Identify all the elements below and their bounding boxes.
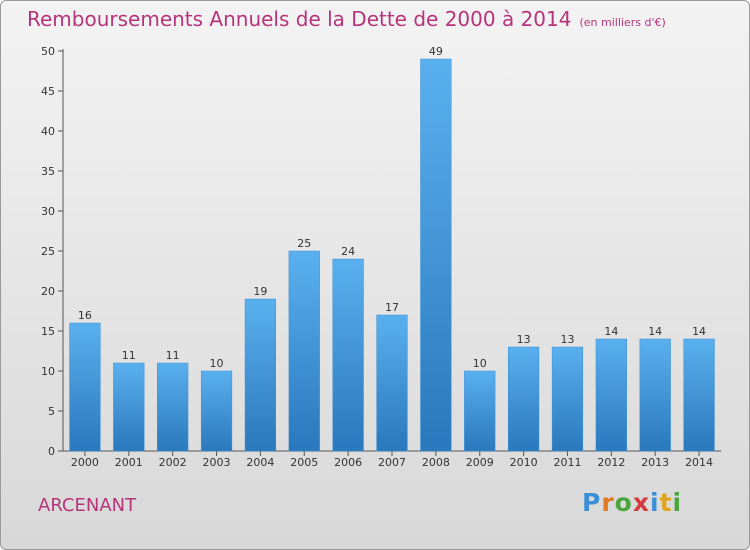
bar-value-label: 10 — [210, 357, 224, 370]
bar — [551, 346, 584, 452]
bar-value-label: 24 — [341, 245, 355, 258]
proxiti-logo: Proxiti — [582, 488, 682, 517]
bar — [683, 338, 715, 452]
y-tick-label: 25 — [41, 245, 55, 258]
x-tick-label: 2005 — [290, 456, 318, 469]
bar — [244, 298, 277, 452]
x-tick-label: 2012 — [597, 456, 625, 469]
logo-letter: i — [672, 488, 683, 517]
x-tick-label: 2010 — [510, 456, 538, 469]
y-tick-label: 20 — [41, 285, 55, 298]
y-tick-label: 30 — [41, 205, 55, 218]
x-tick-label: 2013 — [641, 456, 669, 469]
x-tick-label: 2000 — [71, 456, 99, 469]
bar — [332, 258, 364, 452]
commune-name: ARCENANT — [38, 495, 137, 516]
y-tick-label: 0 — [48, 445, 55, 458]
bar — [376, 314, 408, 452]
bar-value-label: 49 — [429, 45, 443, 58]
y-tick-label: 35 — [41, 165, 55, 178]
bar-value-label: 17 — [385, 301, 399, 314]
logo-letter: i — [650, 488, 660, 517]
bar — [507, 346, 540, 452]
logo-letter: P — [582, 488, 602, 517]
bar-value-label: 11 — [166, 349, 180, 362]
bar-value-label: 11 — [122, 349, 136, 362]
x-tick-label: 2003 — [203, 456, 231, 469]
x-tick-label: 2002 — [159, 456, 187, 469]
bar-value-label: 10 — [473, 357, 487, 370]
bar — [464, 370, 496, 452]
x-tick-label: 2007 — [378, 456, 406, 469]
x-tick-label: 2008 — [422, 456, 450, 469]
x-tick-label: 2014 — [685, 456, 713, 469]
chart-title-text: Remboursements Annuels de la Dette de 20… — [27, 7, 572, 31]
logo-letter: t — [659, 488, 673, 517]
x-tick-label: 2001 — [115, 456, 143, 469]
bar — [420, 58, 452, 452]
chart-title: Remboursements Annuels de la Dette de 20… — [27, 7, 666, 31]
x-tick-label: 2006 — [334, 456, 362, 469]
bar-value-label: 13 — [560, 333, 574, 346]
bar-value-label: 14 — [692, 325, 706, 338]
y-tick-label: 15 — [41, 325, 55, 338]
bar-value-label: 16 — [78, 309, 92, 322]
y-tick-label: 10 — [41, 365, 55, 378]
bar — [157, 362, 189, 452]
x-tick-label: 2011 — [553, 456, 581, 469]
bar-value-label: 14 — [604, 325, 618, 338]
chart-unit-note: (en milliers d'€) — [579, 16, 666, 29]
logo-letter: r — [601, 488, 615, 517]
y-tick-label: 50 — [41, 45, 55, 58]
bar-value-label: 19 — [253, 285, 267, 298]
bar-value-label: 25 — [297, 237, 311, 250]
bar-value-label: 14 — [648, 325, 662, 338]
logo-letter: x — [632, 488, 650, 517]
x-tick-label: 2009 — [466, 456, 494, 469]
bar — [200, 370, 233, 452]
bar-value-label: 13 — [517, 333, 531, 346]
x-tick-label: 2004 — [246, 456, 274, 469]
y-tick-label: 5 — [48, 405, 55, 418]
bar — [639, 338, 671, 452]
bar — [69, 322, 101, 452]
bar — [113, 362, 145, 452]
bar — [288, 250, 320, 452]
bar — [595, 338, 627, 452]
logo-letter: o — [614, 488, 633, 517]
y-tick-label: 40 — [41, 125, 55, 138]
y-tick-label: 45 — [41, 85, 55, 98]
